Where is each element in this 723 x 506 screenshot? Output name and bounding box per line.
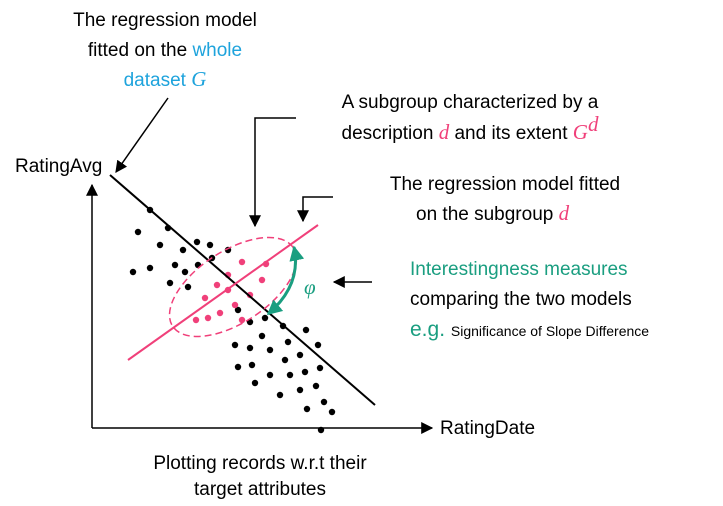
point — [312, 382, 320, 390]
point — [328, 408, 336, 416]
point — [134, 228, 142, 236]
point — [301, 368, 309, 376]
point — [238, 316, 246, 324]
pointers — [115, 97, 372, 288]
text: whole — [191, 40, 242, 61]
point — [201, 294, 209, 302]
point — [258, 276, 266, 284]
point — [316, 364, 324, 372]
note-text: e.g. Significance of Slope Difference — [410, 318, 649, 341]
point — [179, 246, 187, 254]
point — [251, 379, 259, 387]
text: dataset — [124, 70, 192, 91]
note-text: description d and its extent Gd — [342, 112, 599, 144]
text: fitted on the — [88, 40, 193, 61]
point — [181, 268, 189, 276]
text: description — [342, 123, 439, 144]
point — [266, 346, 274, 354]
note-text: on the subgroup d — [416, 201, 570, 225]
point — [166, 279, 174, 287]
note-text: dataset G — [124, 67, 207, 91]
text: G — [191, 67, 206, 91]
scatter-points — [129, 206, 336, 434]
point — [234, 306, 242, 314]
point — [216, 309, 224, 317]
text: e.g. — [410, 318, 451, 341]
pointer — [297, 196, 333, 223]
point — [204, 314, 212, 322]
point — [320, 398, 328, 406]
text: d — [439, 120, 450, 144]
note-text: The regression model fitted — [390, 174, 620, 195]
point — [258, 332, 266, 340]
point — [296, 351, 304, 359]
axes — [86, 183, 434, 434]
point — [129, 268, 137, 276]
point — [261, 314, 269, 322]
point — [238, 258, 246, 266]
text: d — [588, 112, 599, 136]
y-axis-label: RatingAvg — [15, 156, 102, 177]
point — [156, 241, 164, 249]
point — [231, 341, 239, 349]
point — [284, 338, 292, 346]
point — [171, 261, 179, 269]
x-axis-label: RatingDate — [440, 418, 535, 439]
point — [193, 238, 201, 246]
point — [246, 344, 254, 352]
note-text: fitted on the whole — [88, 40, 242, 61]
text: G — [573, 120, 588, 144]
angle-symbol: φ — [304, 275, 316, 299]
point — [314, 341, 322, 349]
point — [266, 371, 274, 379]
note-text: comparing the two models — [410, 289, 632, 310]
text: Significance of Slope Difference — [451, 323, 649, 339]
pointer — [115, 97, 169, 173]
note-text: A subgroup characterized by a — [342, 92, 599, 113]
point — [303, 405, 311, 413]
angle-arc — [266, 245, 305, 316]
point — [192, 316, 200, 324]
caption: Plotting records w.r.t their — [153, 453, 367, 474]
point — [302, 326, 310, 334]
point — [184, 283, 192, 291]
point — [296, 386, 304, 394]
point — [146, 264, 154, 272]
point — [234, 363, 242, 371]
whole-regression-line — [109, 174, 376, 406]
point — [231, 301, 239, 309]
caption: target attributes — [194, 479, 326, 500]
pointer — [249, 117, 296, 228]
note-text: Interestingness measures — [410, 259, 628, 280]
point — [206, 241, 214, 249]
point — [286, 371, 294, 379]
point — [248, 361, 256, 369]
point — [276, 391, 284, 399]
text: and its extent — [449, 123, 573, 144]
text: on the subgroup — [416, 204, 559, 225]
point — [317, 426, 325, 434]
point — [281, 356, 289, 364]
text: d — [559, 201, 570, 225]
point — [213, 281, 221, 289]
note-text: The regression model — [73, 10, 257, 31]
